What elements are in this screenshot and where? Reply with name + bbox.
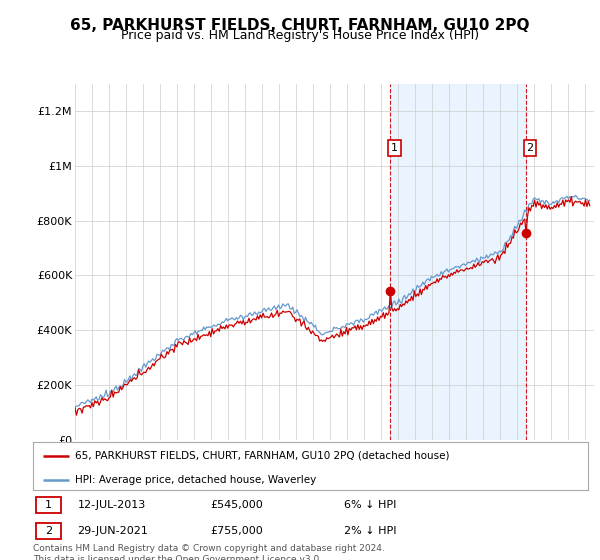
Text: 2% ↓ HPI: 2% ↓ HPI (344, 526, 397, 536)
Text: 29-JUN-2021: 29-JUN-2021 (77, 526, 148, 536)
Bar (391, 84, 526, 440)
Text: 2: 2 (45, 526, 52, 536)
Text: HPI: Average price, detached house, Waverley: HPI: Average price, detached house, Wave… (74, 474, 316, 484)
Text: 12-JUL-2013: 12-JUL-2013 (77, 500, 146, 510)
Text: 1: 1 (391, 143, 398, 153)
Text: 65, PARKHURST FIELDS, CHURT, FARNHAM, GU10 2PQ (detached house): 65, PARKHURST FIELDS, CHURT, FARNHAM, GU… (74, 451, 449, 461)
Text: 6% ↓ HPI: 6% ↓ HPI (344, 500, 396, 510)
Text: 1: 1 (45, 500, 52, 510)
Text: £545,000: £545,000 (211, 500, 263, 510)
FancyBboxPatch shape (36, 497, 61, 513)
Text: Price paid vs. HM Land Registry's House Price Index (HPI): Price paid vs. HM Land Registry's House … (121, 29, 479, 42)
Text: 2: 2 (526, 143, 533, 153)
FancyBboxPatch shape (36, 523, 61, 539)
Text: Contains HM Land Registry data © Crown copyright and database right 2024.
This d: Contains HM Land Registry data © Crown c… (33, 544, 385, 560)
Text: £755,000: £755,000 (211, 526, 263, 536)
Text: 65, PARKHURST FIELDS, CHURT, FARNHAM, GU10 2PQ: 65, PARKHURST FIELDS, CHURT, FARNHAM, GU… (70, 18, 530, 33)
